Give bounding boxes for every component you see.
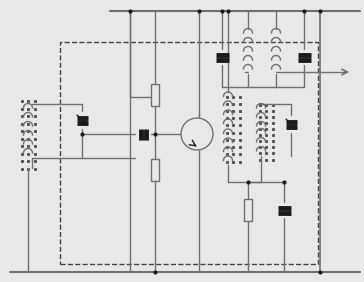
Bar xyxy=(151,84,159,106)
Bar xyxy=(151,159,159,181)
Bar xyxy=(60,42,318,264)
Bar xyxy=(244,199,252,221)
Circle shape xyxy=(181,118,213,150)
